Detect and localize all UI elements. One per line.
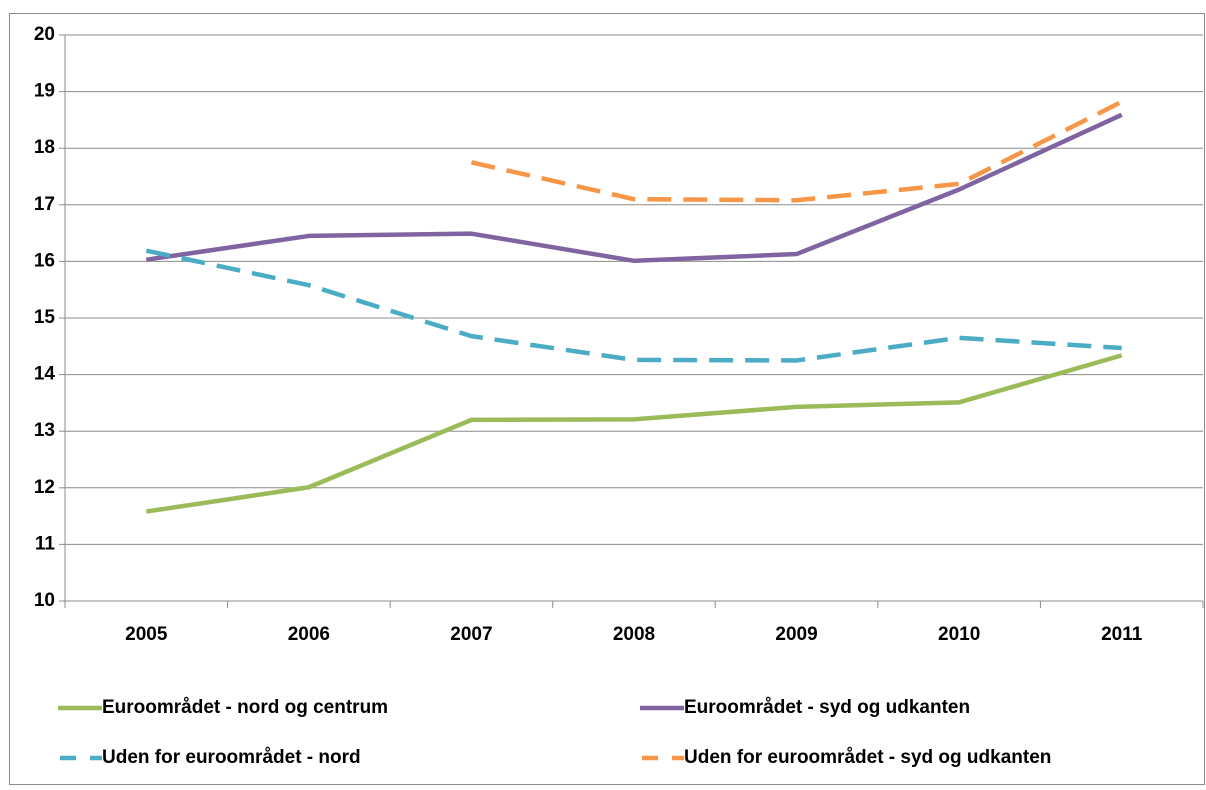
y-tick-label: 14 <box>34 364 56 385</box>
y-tick-label: 16 <box>34 250 55 271</box>
x-tick-label: 2008 <box>613 624 655 645</box>
y-tick-label: 17 <box>34 194 55 215</box>
series-line <box>145 248 1122 363</box>
series-line <box>470 99 1123 203</box>
y-tick-label: 10 <box>34 590 55 611</box>
y-tick-label: 20 <box>34 24 55 45</box>
x-tick-label: 2005 <box>125 624 168 645</box>
legend-label: Uden for euroområdet - nord <box>102 747 361 768</box>
x-tick-label: 2006 <box>288 624 330 645</box>
y-tick-label: 11 <box>35 533 56 554</box>
x-tick-label: 2009 <box>775 624 817 645</box>
y-tick-label: 13 <box>34 420 55 441</box>
y-tick-label: 19 <box>34 81 55 102</box>
y-tick-label: 18 <box>34 137 55 158</box>
series-line <box>145 112 1123 264</box>
legend-label: Euroområdet - nord og centrum <box>102 697 388 718</box>
x-tick-label: 2011 <box>1101 624 1143 645</box>
x-tick-label: 2010 <box>938 624 980 645</box>
y-tick-label: 12 <box>34 477 55 498</box>
legend-label: Euroområdet - syd og udkanten <box>684 697 970 718</box>
x-tick-label: 2007 <box>450 624 492 645</box>
series-line <box>145 353 1123 514</box>
legend-label: Uden for euroområdet - syd og udkanten <box>684 747 1051 768</box>
y-tick-label: 15 <box>34 307 56 328</box>
chart-frame <box>9 13 1205 785</box>
